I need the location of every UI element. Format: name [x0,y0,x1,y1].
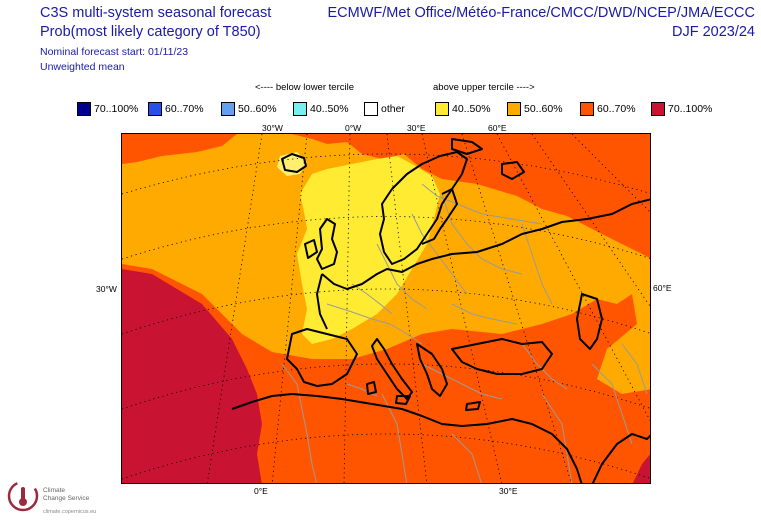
legend-item: 50..60% [507,101,563,117]
models-title: ECMWF/Met Office/Météo-France/CMCC/DWD/N… [327,5,755,21]
legend-item-label: other [381,103,405,115]
legend-item-label: 50..60% [238,103,277,115]
legend-item-label: 50..60% [524,103,563,115]
legend-item: 70..100% [651,101,712,117]
season-title: DJF 2023/24 [671,24,755,40]
legend-swatch [364,102,378,116]
legend-swatch [148,102,162,116]
region-above-60-70-northwest [122,134,237,164]
legend-swatch [221,102,235,116]
legend-swatch [435,102,449,116]
weighting-text: Unweighted mean [40,61,125,73]
lon-label-top: 30°W [262,123,283,133]
legend-item: 60..70% [580,101,636,117]
logo-text: Climate Change Service [43,487,89,503]
legend-item-label: 70..100% [94,103,139,115]
legend-swatch [293,102,307,116]
legend-item-label: 40..50% [452,103,491,115]
graticule [122,134,650,483]
logo-name-line-2: Change Service [43,495,90,502]
lon-label-bottom: 30°E [499,486,518,496]
forecast-map [121,133,651,484]
legend-swatch [77,102,91,116]
legend-swatch [507,102,521,116]
legend-swatch [580,102,594,116]
legend: 70..100% 60..70% 50..60% 40..50% other 4… [77,101,717,117]
title-line-1: C3S multi-system seasonal forecast [40,5,272,21]
region-above-40-50-europe [297,156,440,344]
legend-item: 70..100% [77,101,138,117]
region-above-70-100-atlantic [122,269,262,483]
lon-label-top: 60°E [488,123,507,133]
logo-url: climate.copernicus.eu [43,509,97,515]
country-borders [281,183,648,483]
title-line-2: Prob(most likely category of T850) [40,24,261,40]
legend-item: 60..70% [148,101,204,117]
legend-item-label: 60..70% [597,103,636,115]
lon-label-top: 30°E [407,123,426,133]
legend-item-label: 40..50% [310,103,349,115]
copernicus-logo: Climate Change Service climate.copernicu… [6,478,126,518]
lat-label-right: 60°E [653,283,672,293]
lon-label-bottom: 0°E [254,486,268,496]
legend-item: 40..50% [293,101,349,117]
nominal-start-text: Nominal forecast start: 01/11/23 [40,46,189,58]
coastlines [231,138,650,483]
legend-below-label: <---- below lower tercile [255,82,354,93]
legend-item: 40..50% [435,101,491,117]
forecast-map-svg [122,134,650,483]
region-above-60-70-northeast [292,134,650,258]
legend-item-label: 60..70% [165,103,204,115]
lon-label-top: 0°W [345,123,362,133]
thermometer-icon [7,480,39,512]
logo-name-line-1: Climate [43,487,66,494]
region-above-70-100-east [632,454,650,483]
legend-above-label: above upper tercile ----> [433,82,535,93]
legend-item: other [364,101,405,117]
legend-swatch [651,102,665,116]
lat-label-left: 30°W [96,284,117,294]
legend-item-label: 70..100% [668,103,713,115]
legend-item: 50..60% [221,101,277,117]
